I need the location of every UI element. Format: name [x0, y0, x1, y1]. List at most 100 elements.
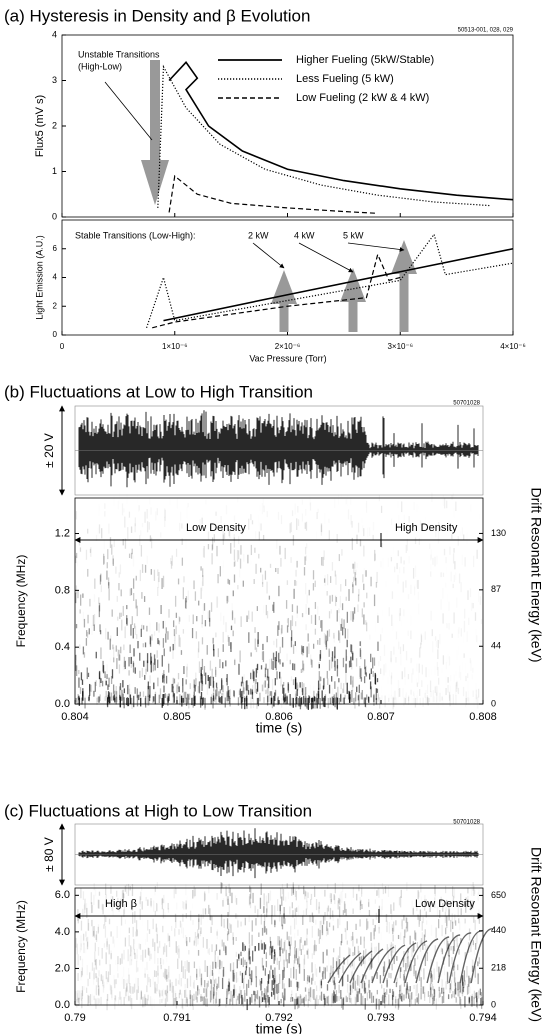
spectrogram-cell	[133, 593, 134, 601]
spectrogram-cell	[76, 624, 77, 628]
spectrogram-cell	[287, 619, 288, 623]
spectrogram-cell	[117, 649, 118, 656]
annotation: Low Density	[186, 522, 246, 534]
spectrogram-cell	[413, 568, 414, 579]
spectrogram-cell	[296, 891, 297, 900]
spectrogram-cell	[200, 927, 201, 934]
spectrogram-cell	[319, 939, 320, 944]
spectrogram-cell	[366, 919, 367, 931]
spectrogram-cell	[296, 646, 297, 652]
spectrogram-cell	[398, 689, 399, 697]
spectrogram-cell	[446, 501, 447, 509]
spectrogram-cell	[290, 660, 291, 664]
spectrogram-cell	[208, 886, 209, 893]
spectrogram-cell	[113, 694, 114, 700]
spectrogram-cell	[380, 656, 381, 661]
spectrogram-cell	[473, 916, 474, 923]
spectrogram-cell	[300, 996, 301, 1005]
spectrogram-cell	[144, 596, 145, 602]
spectrogram-cell	[183, 629, 184, 634]
spectrogram-cell	[445, 583, 446, 588]
spectrogram-cell	[211, 916, 212, 926]
spectrogram-cell	[95, 682, 96, 692]
spectrogram-cell	[179, 523, 180, 531]
spectrogram-cell	[121, 613, 122, 617]
panel-title: (c) Fluctuations at High to Low Transiti…	[4, 801, 312, 820]
spectrogram-cell	[323, 994, 324, 1000]
spectrogram-cell	[312, 953, 313, 958]
spectrogram-cell	[273, 653, 274, 661]
spectrogram-cell	[335, 994, 336, 1003]
spectrogram-cell	[394, 567, 395, 573]
spectrogram-cell	[319, 980, 320, 991]
x-tick-label: 0.793	[367, 1012, 395, 1024]
spectrogram-cell	[102, 904, 103, 914]
x-axis-label: time (s)	[256, 720, 303, 736]
spectrogram-cell	[248, 980, 249, 988]
spectrogram-cell	[185, 904, 186, 910]
spectrogram-cell	[479, 957, 480, 964]
spectrogram-cell	[110, 657, 111, 662]
spectrogram-cell	[202, 635, 203, 644]
spectrogram-cell	[374, 657, 375, 665]
spectrogram-cell	[287, 580, 288, 585]
spectrogram-cell	[452, 913, 453, 923]
spectrogram-cell	[345, 628, 346, 638]
spectrogram-cell	[406, 651, 407, 660]
spectrogram-cell	[411, 992, 412, 1000]
spectrogram-cell	[102, 681, 103, 687]
spectrogram-cell	[413, 908, 414, 914]
spectrogram-cell	[475, 938, 476, 947]
spectrogram-cell	[297, 930, 298, 936]
spectrogram-cell	[232, 998, 233, 1009]
spectrogram-cell	[455, 671, 456, 676]
spectrogram-cell	[343, 683, 344, 693]
spectrogram-cell	[145, 698, 146, 704]
spectrogram-cell	[142, 950, 143, 962]
spectrogram-cell	[220, 566, 221, 576]
spectrogram-cell	[281, 897, 282, 906]
spectrogram-cell	[350, 983, 351, 991]
spectrogram-cell	[154, 999, 155, 1008]
spectrogram-cell	[226, 893, 227, 901]
spectrogram-cell	[258, 698, 259, 706]
y-tick-label: 4.0	[55, 926, 70, 938]
spectrogram-cell	[192, 628, 193, 638]
spectrogram-cell	[376, 890, 377, 896]
spectrogram-cell	[216, 893, 217, 900]
spectrogram-cell	[290, 937, 291, 946]
spectrogram-cell	[251, 935, 252, 946]
spectrogram-cell	[446, 938, 447, 949]
spectrogram-cell	[250, 560, 251, 564]
spectrogram-cell	[86, 988, 87, 993]
spectrogram-cell	[120, 647, 121, 654]
spectrogram-cell	[157, 587, 158, 596]
spectrogram-cell	[314, 981, 315, 985]
spectrogram-cell	[91, 892, 92, 904]
spectrogram-cell	[226, 678, 227, 682]
spectrogram-cell	[157, 973, 158, 984]
spectrogram-cell	[433, 690, 434, 702]
spectrogram-cell	[457, 982, 458, 990]
spectrogram-cell	[347, 495, 348, 506]
spectrogram-cell	[302, 945, 303, 950]
spectrogram-cell	[161, 578, 162, 589]
spectrogram-cell	[150, 898, 151, 906]
spectrogram-cell	[119, 695, 120, 700]
spectrogram-cell	[386, 921, 387, 926]
spectrogram-cell	[145, 950, 146, 958]
spectrogram-cell	[463, 982, 464, 988]
spectrogram-cell	[130, 986, 131, 994]
spectrogram-cell	[233, 989, 234, 998]
spectrogram-cell	[411, 948, 412, 957]
spectrogram-cell	[249, 896, 250, 905]
spectrogram-cell	[260, 523, 261, 530]
spectrogram-cell	[334, 698, 335, 708]
spectrogram-cell	[251, 970, 252, 982]
spectrogram-cell	[87, 979, 88, 986]
spectrogram-cell	[472, 674, 473, 679]
spectrogram-cell	[331, 676, 332, 682]
spectrogram-cell	[399, 897, 400, 905]
spectrogram-cell	[373, 695, 374, 702]
spectrogram-cell	[110, 931, 111, 936]
